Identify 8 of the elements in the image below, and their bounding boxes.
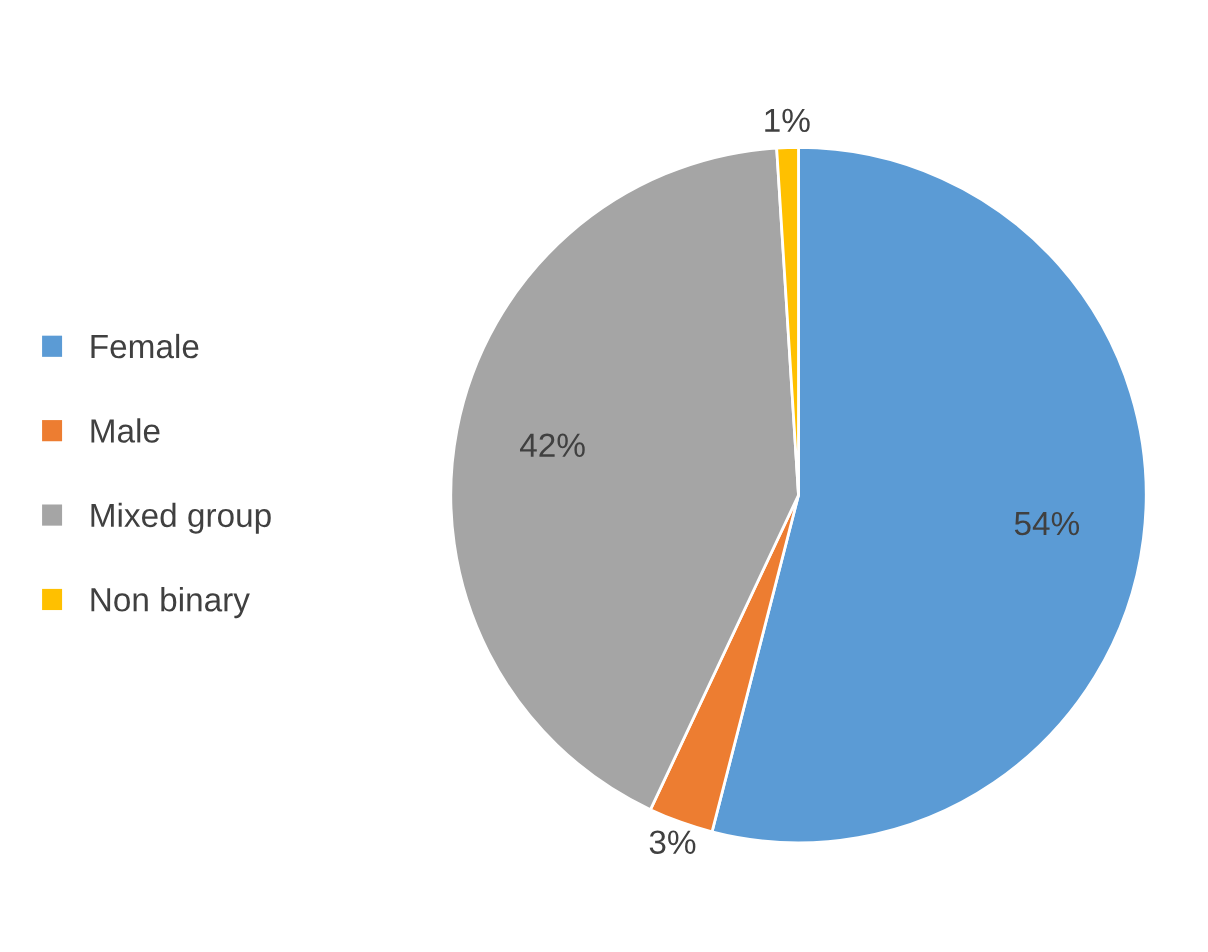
data-label: 3% xyxy=(649,830,696,855)
legend-label: Male xyxy=(91,418,160,443)
data-label: 42% xyxy=(520,433,585,457)
data-label: 1% xyxy=(765,108,810,133)
legend-label: Female xyxy=(91,333,199,359)
legend-label: Mixed group xyxy=(91,502,271,534)
legend-label: Non binary xyxy=(91,587,250,619)
data-label: 54% xyxy=(1014,511,1080,536)
